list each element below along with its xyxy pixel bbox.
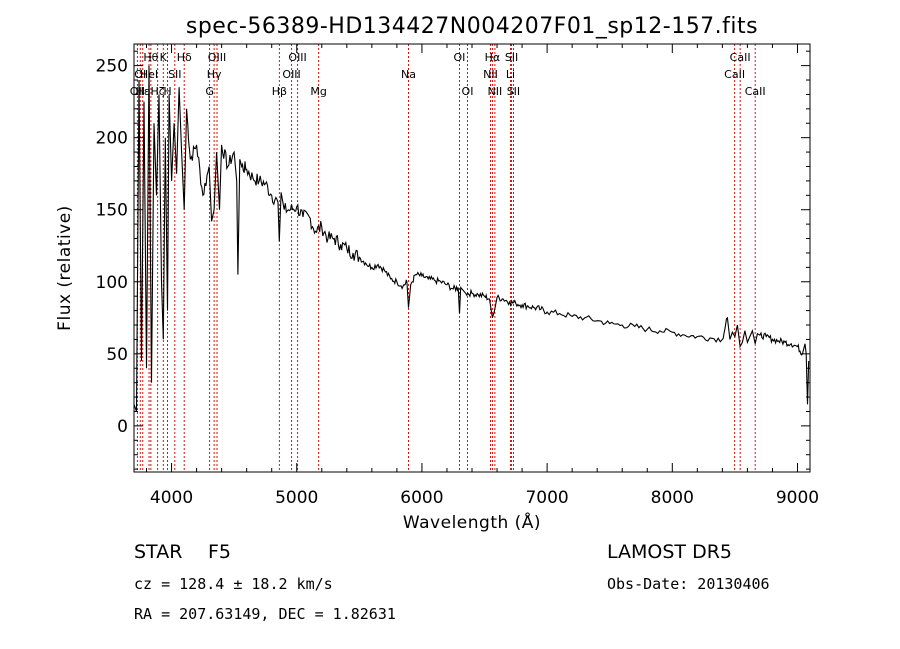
x-tick-label: 4000 [150, 488, 193, 508]
observation-date: Obs-Date: 20130406 [607, 575, 770, 593]
x-tick-label: 5000 [275, 488, 318, 508]
spectral-line-label: OI [134, 68, 146, 81]
y-axis: 0 50 100 150 200 250 [96, 50, 810, 470]
spectral-line-label: OIII [208, 51, 226, 64]
x-axis: 4000 5000 6000 7000 8000 9000 [146, 44, 819, 508]
spectral-line-label: OI [462, 85, 474, 98]
spectral-line-label: Hδ [177, 51, 192, 64]
y-tick-label: 150 [96, 201, 128, 221]
spectral-line-label: Hζ [151, 85, 165, 98]
y-tick-label: 0 [117, 417, 128, 437]
spectral-line-label: Na [401, 68, 416, 81]
spectral-line-label: NII [483, 68, 498, 81]
subclass: F5 [208, 541, 231, 563]
chart-title: spec-56389-HD134427N004207F01_sp12-157.f… [186, 14, 758, 39]
spectral-line-label: NII [488, 85, 503, 98]
spectral-line-label: H [163, 85, 171, 98]
spectral-line-label: CaII [730, 51, 751, 64]
spectral-line-label: G [205, 85, 214, 98]
spectral-line-markers [136, 44, 756, 472]
x-axis-label: Wavelength (Å) [403, 511, 541, 533]
spectral-line-label: SII [505, 51, 518, 64]
spectral-line-label: Hε [136, 85, 150, 98]
y-axis-label: Flux (relative) [55, 205, 75, 331]
y-tick-label: 100 [96, 273, 128, 293]
x-tick-label: 6000 [400, 488, 443, 508]
spectral-line-label: Li [506, 68, 515, 81]
y-tick-label: 200 [96, 129, 128, 149]
plot-frame [133, 43, 811, 473]
spectral-line-label: Mg [310, 85, 326, 98]
spectral-line-label: OI [454, 51, 466, 64]
spectral-line-label: OIII [288, 51, 306, 64]
spectral-line-label: CaII [745, 85, 766, 98]
spectral-line-label: SII [168, 68, 181, 81]
redshift-readout: cz = 128.4 ± 18.2 km/s [134, 575, 333, 593]
spectral-line-label: Hγ [207, 68, 222, 81]
spectral-line-label: Hβ [272, 85, 287, 98]
spectrum-series-line [133, 65, 810, 412]
spectral-line-label: Hθ [143, 51, 158, 64]
coordinates-readout: RA = 207.63149, DEC = 1.82631 [134, 605, 396, 623]
survey-name: LAMOST DR5 [607, 541, 732, 563]
x-tick-label: 9000 [776, 488, 819, 508]
spectral-line-label: SII [507, 85, 520, 98]
spectral-line-label: OIII [282, 68, 300, 81]
x-tick-label: 8000 [651, 488, 694, 508]
y-tick-label: 250 [96, 57, 128, 77]
spectral-line-label: CaII [724, 68, 745, 81]
spectral-line-labels: OIIOIHεHeIHθHζKHSIIHδGHγOIIIHβOIIIOIIIMg… [130, 51, 766, 98]
spectral-line-label: Hα [485, 51, 501, 64]
object-class: STAR [134, 541, 182, 563]
x-tick-label: 7000 [525, 488, 568, 508]
y-tick-label: 50 [106, 345, 128, 365]
spectral-line-label: K [160, 51, 168, 64]
